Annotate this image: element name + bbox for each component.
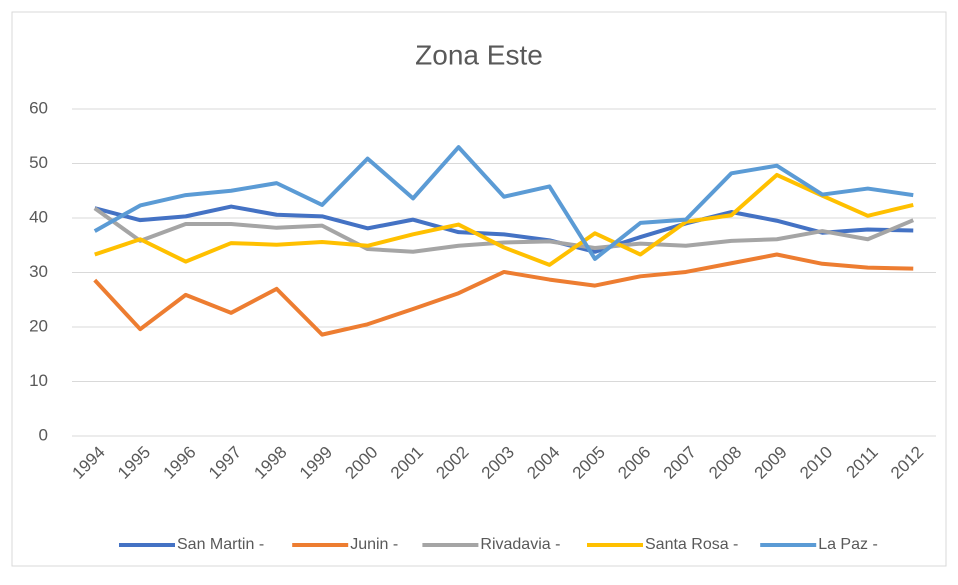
- y-tick-label: 40: [29, 207, 48, 226]
- legend-label: Santa Rosa -: [645, 536, 738, 553]
- line: [93, 252, 914, 337]
- y-tick-label: 30: [29, 262, 48, 281]
- y-tick-label: 20: [29, 316, 48, 335]
- y-tick-label: 50: [29, 153, 48, 172]
- legend-label: Rivadavia -: [480, 536, 560, 553]
- chart-title: Zona Este: [415, 39, 543, 70]
- line: [93, 145, 914, 261]
- y-tick-label: 10: [29, 371, 48, 390]
- line: [94, 172, 914, 267]
- legend-label: San Martin -: [177, 536, 264, 553]
- y-tick-label: 0: [39, 425, 48, 444]
- line: [94, 204, 914, 254]
- legend-label: La Paz -: [818, 536, 878, 553]
- legend-label: Junin -: [350, 536, 398, 553]
- line: [93, 206, 915, 254]
- y-tick-label: 60: [29, 98, 48, 117]
- chart-border: [11, 11, 947, 567]
